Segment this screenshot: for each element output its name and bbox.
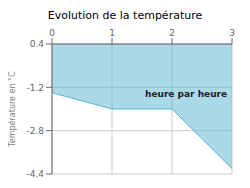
svg-text:-1.2: -1.2 [26,83,44,93]
svg-text:-2.8: -2.8 [26,126,44,136]
svg-text:3: 3 [229,28,235,38]
svg-text:2: 2 [169,28,175,38]
html-text:Evolution de la température: Evolution de la température [47,9,203,22]
svg-text:Température en °C: Température en °C [8,71,17,148]
svg-text:0: 0 [49,28,55,38]
svg-text:1: 1 [109,28,115,38]
svg-text:heure par heure: heure par heure [145,89,227,99]
svg-text:-4.4: -4.4 [26,169,44,179]
svg-text:0.4: 0.4 [30,39,45,49]
